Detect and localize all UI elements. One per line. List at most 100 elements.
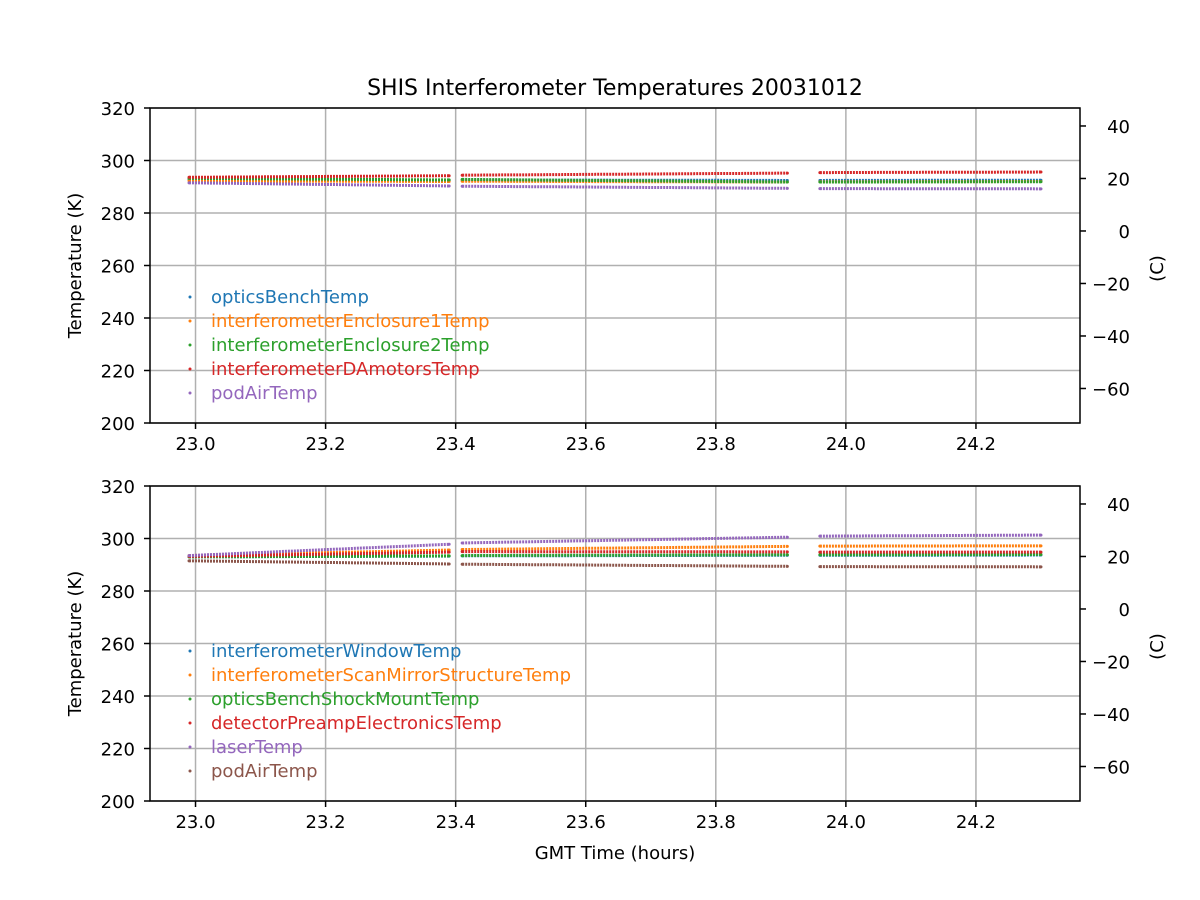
legend-label: interferometerEnclosure1Temp: [211, 311, 490, 332]
series-trace: [462, 171, 788, 177]
data-point: [818, 565, 822, 569]
data-point: [187, 175, 191, 179]
legend-marker: [188, 319, 192, 323]
series-podAirTemp: [187, 181, 1043, 191]
x-tick-label: 23.4: [436, 812, 476, 833]
data-point: [785, 186, 789, 190]
data-point: [460, 184, 464, 188]
data-point: [785, 553, 789, 557]
legend-label: interferometerEnclosure2Temp: [211, 335, 490, 356]
series-trace: [188, 181, 450, 188]
series-trace: [462, 184, 788, 190]
data-point: [785, 550, 789, 554]
legend-label: laserTemp: [211, 737, 303, 758]
x-tick-label: 23.0: [175, 434, 215, 455]
x-tick-label: 23.0: [175, 812, 215, 833]
legend-marker: [188, 343, 192, 347]
series-podAirTemp: [187, 559, 1043, 569]
y-tick-label: 220: [101, 740, 135, 761]
data-point: [460, 173, 464, 177]
data-point: [187, 181, 191, 185]
bottom-panel: 23.0 23.2 23.4 23.6 23.8 24.0 24.2200220240260…: [65, 477, 1168, 833]
legend-marker: [188, 721, 192, 725]
legend-marker: [188, 649, 192, 653]
legend-label: interferometerScanMirrorStructureTemp: [211, 665, 571, 686]
legend-marker: [188, 769, 192, 773]
data-point: [818, 553, 822, 557]
x-tick-label: 23.8: [696, 434, 736, 455]
y-tick-label: 220: [101, 362, 135, 383]
y-axis-label: Temperature (K): [65, 571, 86, 718]
x-tick-label: 24.0: [826, 434, 866, 455]
data-point: [460, 177, 464, 181]
data-point: [818, 187, 822, 191]
series-trace: [188, 542, 450, 558]
x-tick-label: 23.6: [566, 812, 606, 833]
data-point: [460, 554, 464, 558]
data-point: [818, 534, 822, 538]
y-tick-label: 300: [101, 530, 135, 551]
legend-label: podAirTemp: [211, 383, 318, 404]
data-point: [447, 554, 451, 558]
y2-tick-label: −40: [1092, 705, 1130, 726]
legend-label: podAirTemp: [211, 761, 318, 782]
y-tick-label: 260: [101, 257, 135, 278]
series-laserTemp: [187, 533, 1043, 558]
legend-label: interferometerWindowTemp: [211, 641, 461, 662]
chart-title: SHIS Interferometer Temperatures 2003101…: [367, 76, 863, 101]
y-tick-label: 300: [101, 152, 135, 173]
legend-label: interferometerDAmotorsTemp: [211, 359, 480, 380]
data-point: [1039, 553, 1043, 557]
top-panel: 23.0 23.2 23.4 23.6 23.8 24.0 24.2200220240260…: [65, 99, 1168, 455]
data-point: [447, 174, 451, 178]
y2-tick-label: 0: [1119, 600, 1130, 621]
x-tick-label: 23.6: [566, 434, 606, 455]
y2-tick-label: −60: [1092, 379, 1130, 400]
y-tick-label: 280: [101, 204, 135, 225]
data-point: [785, 171, 789, 175]
data-point: [447, 562, 451, 566]
data-point: [1039, 544, 1043, 548]
y2-tick-label: 40: [1107, 495, 1130, 516]
y2-tick-label: 20: [1107, 547, 1130, 568]
y2-tick-label: −20: [1092, 274, 1130, 295]
data-point: [785, 564, 789, 568]
data-point: [460, 562, 464, 566]
x-tick-label: 23.2: [306, 434, 346, 455]
x-tick-label: 24.0: [826, 812, 866, 833]
legend-label: opticsBenchTemp: [211, 287, 369, 308]
data-point: [785, 180, 789, 184]
series-trace: [462, 177, 788, 184]
y2-tick-label: −40: [1092, 327, 1130, 348]
legend-marker: [188, 367, 192, 371]
series-trace: [189, 179, 450, 183]
data-point: [447, 178, 451, 182]
series-trace: [462, 535, 788, 545]
y-tick-label: 240: [101, 687, 135, 708]
data-point: [187, 554, 191, 558]
y2-tick-label: −60: [1092, 757, 1130, 778]
legend-marker: [188, 745, 192, 749]
x-tick-label: 23.2: [306, 812, 346, 833]
y-tick-label: 200: [101, 414, 135, 435]
legend-label: opticsBenchShockMountTemp: [211, 689, 479, 710]
series-trace: [189, 176, 450, 182]
legend: opticsBenchTemp interferometerEnclosure1T…: [188, 287, 490, 404]
y2-tick-label: 0: [1119, 222, 1130, 243]
y2-axis-label: (C): [1147, 255, 1168, 282]
y-tick-label: 240: [101, 309, 135, 330]
y-tick-label: 200: [101, 792, 135, 813]
data-point: [1039, 533, 1043, 537]
legend-marker: [188, 295, 192, 299]
data-point: [785, 544, 789, 548]
series-trace: [188, 550, 450, 558]
data-point: [1039, 565, 1043, 569]
y-tick-label: 280: [101, 582, 135, 603]
x-tick-label: 24.2: [956, 812, 996, 833]
series-interferometerEnclosure2Temp: [187, 176, 1043, 184]
legend-marker: [188, 673, 192, 677]
x-tick-label: 23.8: [696, 812, 736, 833]
data-point: [1039, 550, 1043, 554]
x-tick-label: 24.2: [956, 434, 996, 455]
